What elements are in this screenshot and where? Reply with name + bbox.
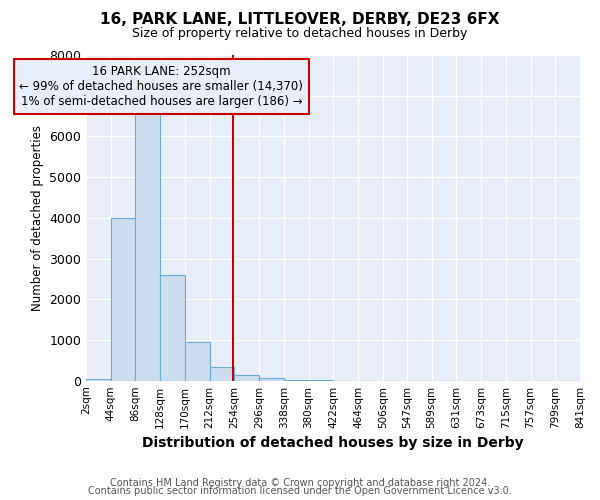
Bar (259, 378, 284, 380)
Y-axis label: Number of detached properties: Number of detached properties (31, 125, 44, 311)
Text: Size of property relative to detached houses in Derby: Size of property relative to detached ho… (133, 28, 467, 40)
Text: 16, PARK LANE, LITTLEOVER, DERBY, DE23 6FX: 16, PARK LANE, LITTLEOVER, DERBY, DE23 6… (100, 12, 500, 28)
X-axis label: Distribution of detached houses by size in Derby: Distribution of detached houses by size … (142, 436, 524, 450)
Text: Contains HM Land Registry data © Crown copyright and database right 2024.: Contains HM Land Registry data © Crown c… (110, 478, 490, 488)
Bar (111, 218, 136, 380)
Bar (235, 376, 259, 380)
Text: Contains public sector information licensed under the Open Government Licence v3: Contains public sector information licen… (88, 486, 512, 496)
Bar (185, 342, 209, 380)
Text: 16 PARK LANE: 252sqm
← 99% of detached houses are smaller (14,370)
1% of semi-de: 16 PARK LANE: 252sqm ← 99% of detached h… (19, 65, 303, 108)
Bar (86, 378, 111, 380)
Bar (136, 112, 160, 380)
Bar (160, 275, 185, 380)
Bar (209, 367, 235, 380)
